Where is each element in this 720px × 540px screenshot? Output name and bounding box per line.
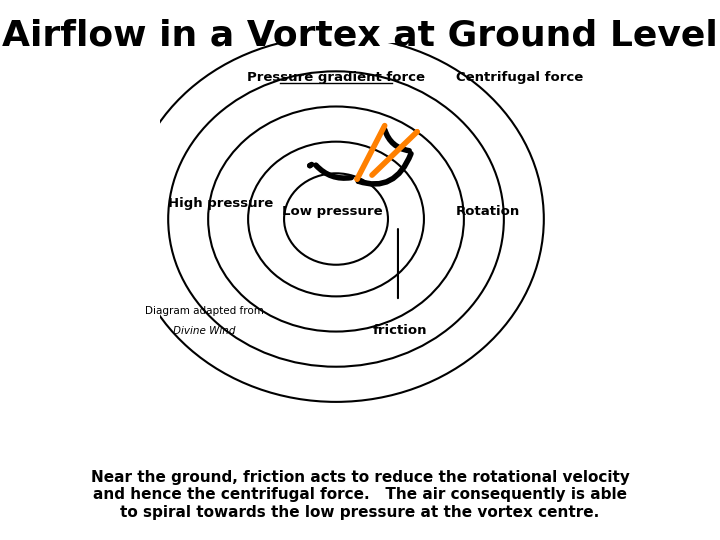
FancyArrowPatch shape [316, 165, 351, 178]
Text: Divine Wind: Divine Wind [173, 326, 235, 336]
Text: High pressure: High pressure [168, 197, 274, 210]
FancyArrowPatch shape [359, 154, 411, 184]
FancyArrowPatch shape [310, 165, 312, 166]
Text: Centrifugal force: Centrifugal force [456, 71, 583, 84]
FancyArrowPatch shape [372, 132, 417, 175]
Text: Near the ground, friction acts to reduce the rotational velocity
and hence the c: Near the ground, friction acts to reduce… [91, 470, 629, 519]
Text: Rotation: Rotation [456, 205, 520, 218]
Text: Low pressure: Low pressure [282, 205, 382, 218]
Text: Diagram adapted from: Diagram adapted from [145, 306, 264, 316]
Text: Airflow in a Vortex at Ground Level: Airflow in a Vortex at Ground Level [2, 19, 718, 53]
FancyArrowPatch shape [384, 130, 409, 151]
Text: friction: friction [373, 325, 427, 338]
Text: Pressure gradient force: Pressure gradient force [247, 71, 425, 84]
FancyArrowPatch shape [357, 126, 384, 179]
